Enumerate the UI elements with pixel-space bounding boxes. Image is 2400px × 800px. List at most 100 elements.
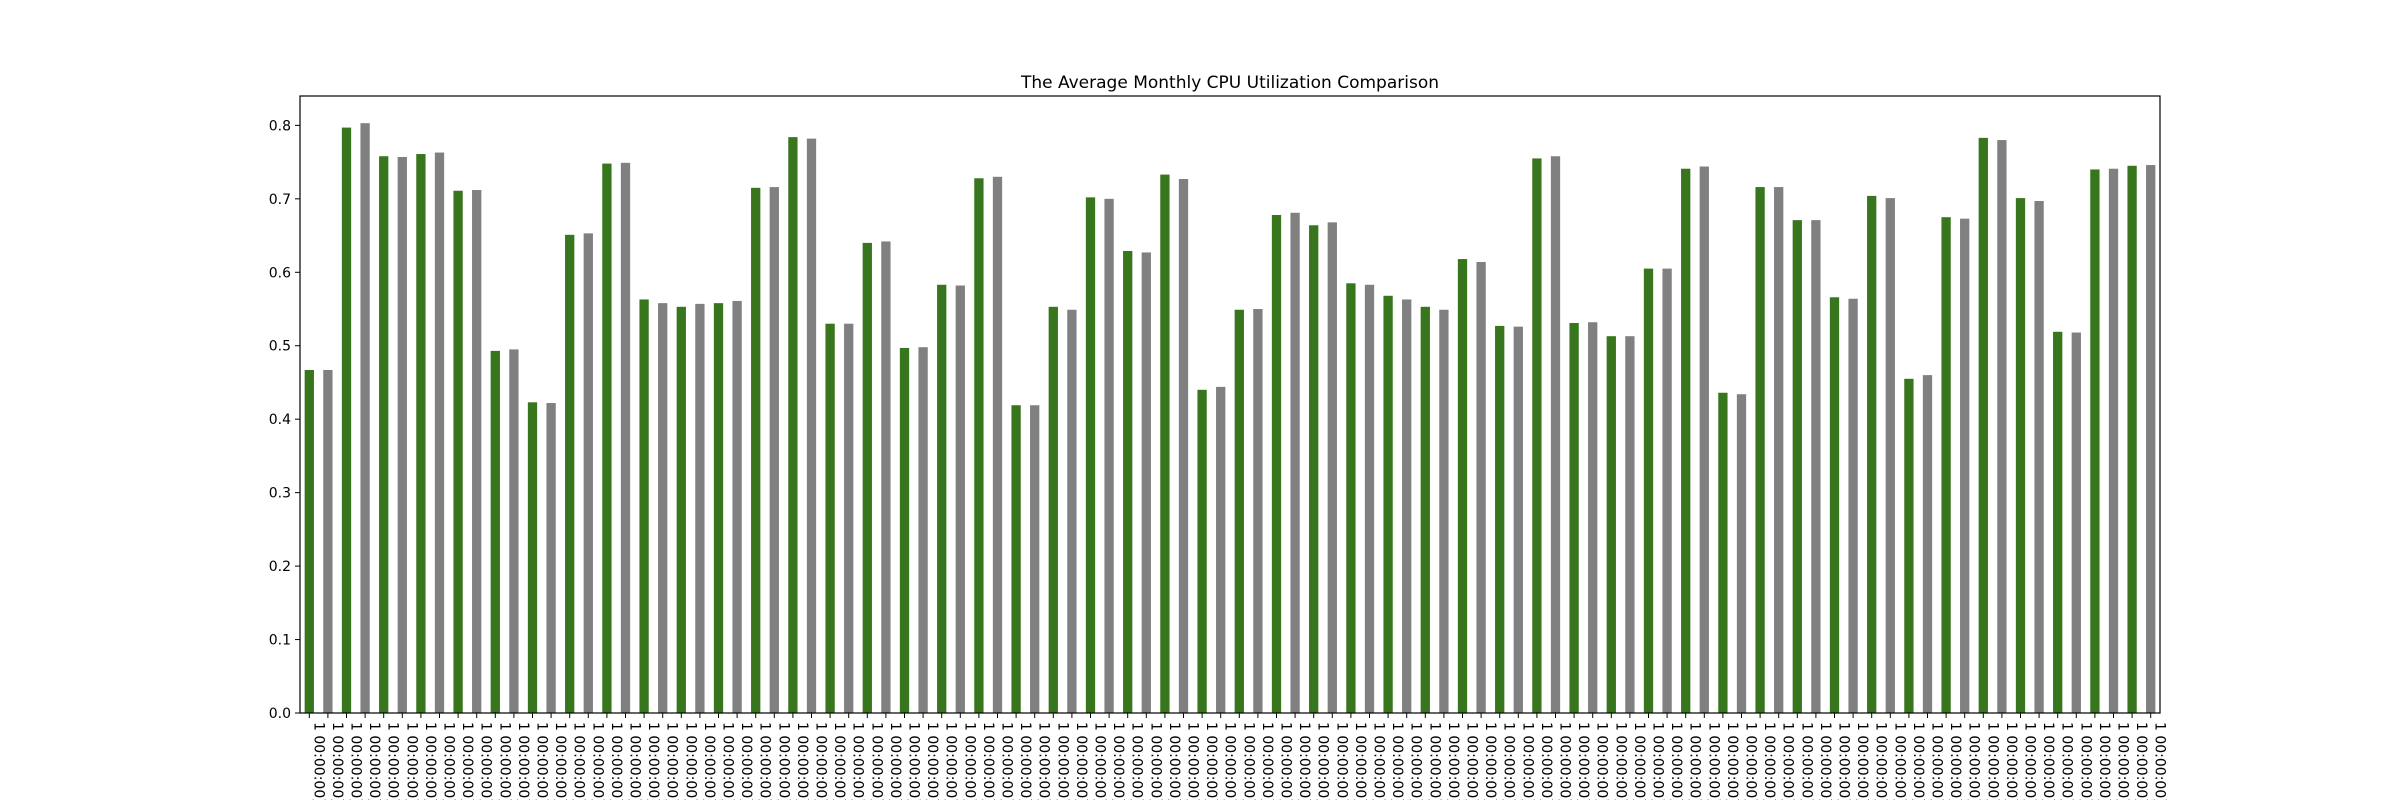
x-tick-label: 1 00:00:00) (1147, 722, 1163, 800)
bar-26 (788, 137, 798, 713)
x-tick-label: 1 00:00:00) (496, 722, 512, 800)
bar-69 (1588, 322, 1598, 713)
x-tick-label: 1 00:00:00) (1166, 722, 1182, 800)
x-tick-label: 1 00:00:00) (961, 722, 977, 800)
bar-58 (1383, 295, 1393, 713)
bar-11 (509, 349, 519, 713)
bar-38 (1011, 405, 1021, 713)
x-tick-label: 1 00:00:00) (645, 722, 661, 800)
x-tick-label: 1 00:00:00) (1631, 722, 1647, 800)
x-tick-label: 1 00:00:00) (1761, 722, 1777, 800)
bar-85 (1885, 198, 1895, 714)
x-tick-label: 1 00:00:00) (441, 722, 457, 800)
bar-53 (1290, 212, 1300, 714)
bar-94 (2053, 331, 2063, 713)
bar-6 (416, 154, 426, 713)
y-tick-label: 0.4 (269, 412, 291, 428)
bar-74 (1681, 168, 1691, 714)
bar-73 (1662, 268, 1672, 713)
x-tick-label: 1 00:00:00) (1017, 722, 1033, 800)
x-tick-label: 1 00:00:00) (1947, 722, 1963, 800)
x-tick-label: 1 00:00:00) (348, 722, 364, 800)
bar-5 (397, 156, 407, 714)
x-tick-label: 1 00:00:00) (1426, 722, 1442, 800)
bar-78 (1755, 187, 1765, 713)
bar-21 (695, 303, 705, 713)
x-tick-label: 1 00:00:00) (552, 722, 568, 800)
bar-44 (1123, 250, 1133, 714)
bar-29 (844, 323, 854, 713)
bar-60 (1420, 306, 1430, 713)
x-tick-label: 1 00:00:00) (1259, 722, 1275, 800)
x-tick-label: 1 00:00:00) (2003, 722, 2019, 800)
bar-54 (1309, 225, 1319, 713)
x-tick-label: 1 00:00:00) (1408, 722, 1424, 800)
x-tick-label: 1 00:00:00) (1538, 722, 1554, 800)
y-tick-label: 0.7 (269, 192, 291, 208)
x-tick-label: 1 00:00:00) (887, 722, 903, 800)
x-tick-label: 1 00:00:00) (850, 722, 866, 800)
x-tick-label: 1 00:00:00) (1594, 722, 1610, 800)
bar-68 (1569, 322, 1579, 713)
x-tick-label: 1 00:00:00) (1296, 722, 1312, 800)
bar-7 (434, 152, 445, 713)
bar-31 (881, 241, 891, 713)
bar-47 (1178, 179, 1189, 713)
bar-66 (1532, 158, 1542, 713)
x-tick-label: 1 00:00:00) (664, 722, 680, 800)
bar-79 (1774, 187, 1784, 713)
x-tick-label: 1 00:00:00) (1110, 722, 1126, 800)
x-tick-label: 1 00:00:00) (1185, 722, 1201, 800)
x-tick-label: 1 00:00:00) (422, 722, 438, 800)
bar-87 (1922, 375, 1933, 713)
bar-14 (565, 234, 575, 713)
bar-23 (732, 300, 742, 713)
bar-48 (1197, 389, 1207, 713)
x-tick-label: 1 00:00:00) (2040, 722, 2056, 800)
bar-81 (1811, 220, 1821, 713)
x-axis: 1 00:00:00) 1 00:00:00) 1 00:00:00) 1 00:00… (308, 713, 2168, 800)
bar-36 (974, 178, 984, 713)
bar-8 (453, 190, 463, 713)
bar-98 (2127, 165, 2137, 713)
x-tick-label: 1 00:00:00) (868, 722, 884, 800)
bar-83 (1848, 298, 1858, 713)
bar-22 (713, 303, 724, 713)
y-tick-label: 0.8 (269, 118, 291, 134)
x-tick-label: 1 00:00:00) (1482, 722, 1498, 800)
bar-59 (1402, 299, 1412, 713)
x-tick-label: 1 00:00:00) (310, 722, 326, 800)
bar-84 (1867, 195, 1877, 713)
bar-3 (360, 123, 370, 714)
x-tick-label: 1 00:00:00) (1092, 722, 1108, 800)
x-tick-label: 1 00:00:00) (1501, 722, 1517, 800)
y-tick-label: 0.1 (269, 633, 291, 649)
bar-86 (1904, 378, 1914, 713)
x-tick-label: 1 00:00:00) (1780, 722, 1796, 800)
bar-24 (751, 187, 761, 713)
bar-91 (1997, 140, 2007, 713)
bar-32 (899, 347, 910, 713)
bar-56 (1346, 283, 1356, 713)
x-tick-label: 1 00:00:00) (366, 722, 382, 800)
x-tick-label: 1 00:00:00) (1054, 722, 1070, 800)
bar-17 (620, 162, 631, 714)
bar-9 (472, 190, 482, 713)
x-tick-label: 1 00:00:00) (627, 722, 643, 800)
x-tick-label: 1 00:00:00) (1315, 722, 1331, 800)
x-tick-label: 1 00:00:00) (1222, 722, 1238, 800)
bar-97 (2108, 168, 2119, 714)
x-tick-label: 1 00:00:00) (2077, 722, 2093, 800)
x-tick-label: 1 00:00:00) (1129, 722, 1145, 800)
x-tick-label: 1 00:00:00) (924, 722, 940, 800)
bar-0 (304, 369, 314, 713)
x-tick-label: 1 00:00:00) (1929, 722, 1945, 800)
bar-51 (1253, 309, 1263, 713)
x-tick-label: 1 00:00:00) (1705, 722, 1721, 800)
y-tick-label: 0.3 (269, 486, 291, 502)
x-tick-label: 1 00:00:00) (1724, 722, 1740, 800)
bar-19 (658, 303, 668, 713)
bar-63 (1476, 262, 1486, 713)
bar-72 (1643, 268, 1654, 713)
